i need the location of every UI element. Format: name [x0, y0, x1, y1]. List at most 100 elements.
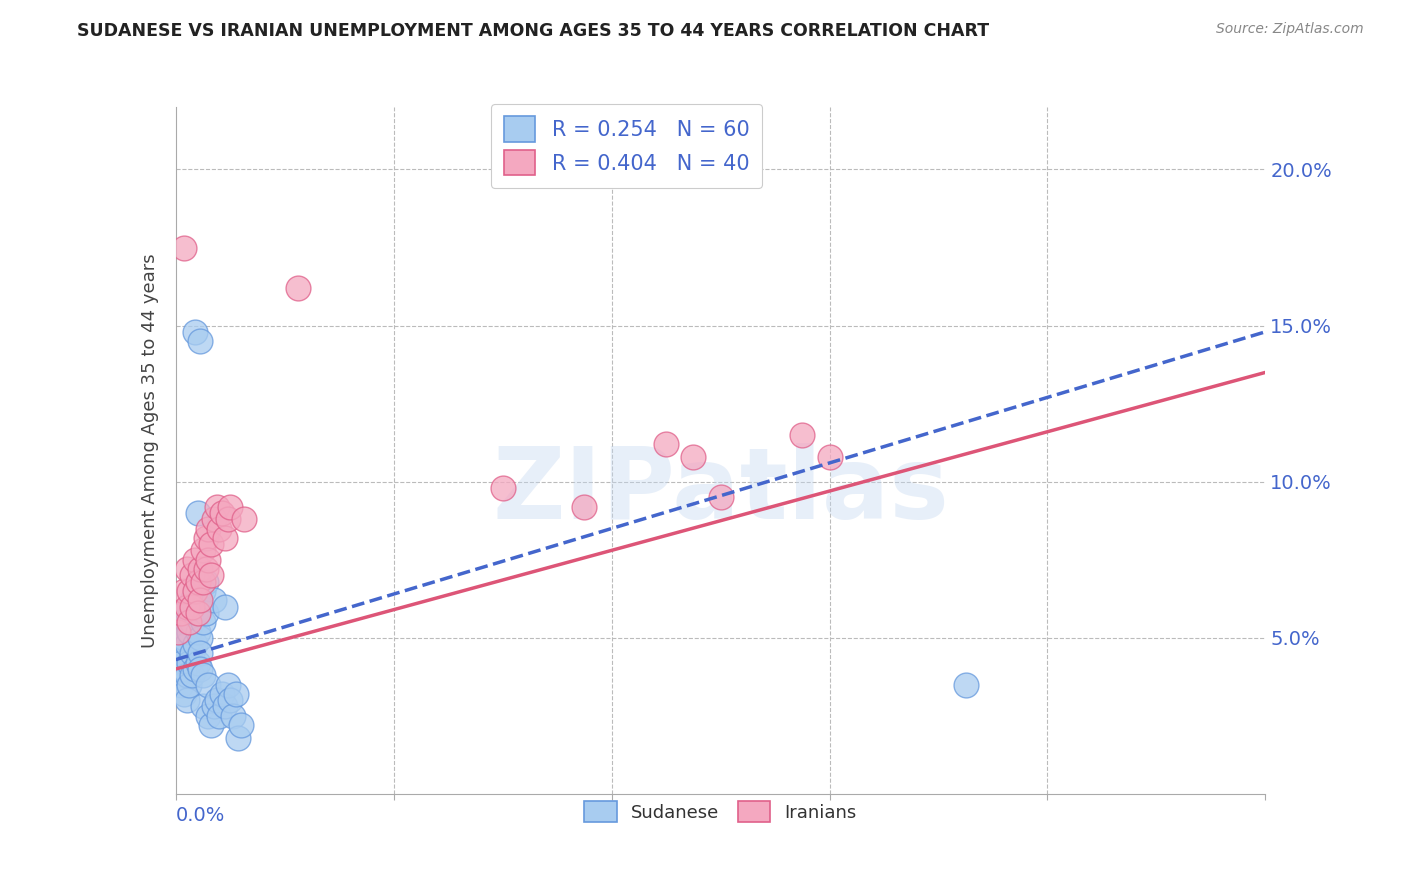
Point	[191, 574, 214, 589]
Point	[574, 500, 596, 514]
Point	[181, 668, 204, 682]
Point	[184, 583, 207, 598]
Point	[173, 240, 195, 255]
Point	[173, 606, 195, 620]
Point	[217, 678, 239, 692]
Point	[179, 624, 201, 639]
Text: Source: ZipAtlas.com: Source: ZipAtlas.com	[1216, 22, 1364, 37]
Point	[188, 646, 211, 660]
Point	[176, 637, 198, 651]
Point	[194, 574, 217, 589]
Point	[186, 624, 209, 639]
Point	[682, 450, 704, 464]
Point	[181, 568, 204, 582]
Point	[167, 624, 190, 639]
Point	[186, 656, 209, 670]
Point	[173, 662, 195, 676]
Point	[492, 481, 515, 495]
Point	[194, 606, 217, 620]
Point	[191, 543, 214, 558]
Point	[194, 562, 217, 576]
Point	[179, 615, 201, 630]
Point	[173, 631, 195, 645]
Point	[170, 615, 193, 630]
Point	[188, 631, 211, 645]
Point	[188, 662, 211, 676]
Point	[202, 699, 225, 714]
Point	[191, 615, 214, 630]
Point	[225, 687, 247, 701]
Point	[179, 678, 201, 692]
Point	[200, 537, 222, 551]
Point	[188, 562, 211, 576]
Point	[176, 562, 198, 576]
Point	[181, 615, 204, 630]
Point	[176, 599, 198, 614]
Point	[179, 599, 201, 614]
Point	[219, 693, 242, 707]
Point	[188, 593, 211, 607]
Point	[184, 662, 207, 676]
Point	[197, 552, 219, 567]
Point	[176, 693, 198, 707]
Point	[170, 678, 193, 692]
Point	[191, 583, 214, 598]
Point	[194, 531, 217, 545]
Point	[228, 731, 250, 745]
Point	[655, 437, 678, 451]
Point	[287, 281, 309, 295]
Point	[186, 593, 209, 607]
Text: SUDANESE VS IRANIAN UNEMPLOYMENT AMONG AGES 35 TO 44 YEARS CORRELATION CHART: SUDANESE VS IRANIAN UNEMPLOYMENT AMONG A…	[77, 22, 990, 40]
Point	[186, 506, 209, 520]
Point	[818, 450, 841, 464]
Point	[710, 490, 733, 504]
Point	[181, 599, 204, 614]
Point	[170, 606, 193, 620]
Point	[188, 599, 211, 614]
Point	[205, 500, 228, 514]
Text: ZIPatlas: ZIPatlas	[492, 443, 949, 541]
Text: 0.0%: 0.0%	[176, 806, 225, 825]
Point	[167, 624, 190, 639]
Point	[176, 668, 198, 682]
Point	[214, 599, 236, 614]
Point	[197, 678, 219, 692]
Point	[197, 708, 219, 723]
Point	[184, 552, 207, 567]
Point	[205, 693, 228, 707]
Point	[202, 512, 225, 526]
Point	[186, 606, 209, 620]
Point	[211, 687, 233, 701]
Point	[170, 656, 193, 670]
Point	[208, 521, 231, 535]
Point	[184, 583, 207, 598]
Point	[191, 668, 214, 682]
Point	[232, 512, 254, 526]
Point	[181, 593, 204, 607]
Point	[170, 646, 193, 660]
Point	[184, 606, 207, 620]
Point	[184, 325, 207, 339]
Point	[167, 637, 190, 651]
Point	[219, 500, 242, 514]
Point	[184, 637, 207, 651]
Point	[173, 583, 195, 598]
Point	[167, 668, 190, 682]
Point	[214, 531, 236, 545]
Point	[202, 593, 225, 607]
Y-axis label: Unemployment Among Ages 35 to 44 years: Unemployment Among Ages 35 to 44 years	[141, 253, 159, 648]
Point	[214, 699, 236, 714]
Point	[176, 615, 198, 630]
Point	[173, 687, 195, 701]
Point	[231, 718, 253, 732]
Point	[211, 506, 233, 520]
Point	[188, 334, 211, 348]
Legend: Sudanese, Iranians: Sudanese, Iranians	[576, 794, 865, 830]
Point	[217, 512, 239, 526]
Point	[179, 583, 201, 598]
Point	[208, 708, 231, 723]
Point	[167, 653, 190, 667]
Point	[179, 656, 201, 670]
Point	[792, 427, 814, 442]
Point	[191, 699, 214, 714]
